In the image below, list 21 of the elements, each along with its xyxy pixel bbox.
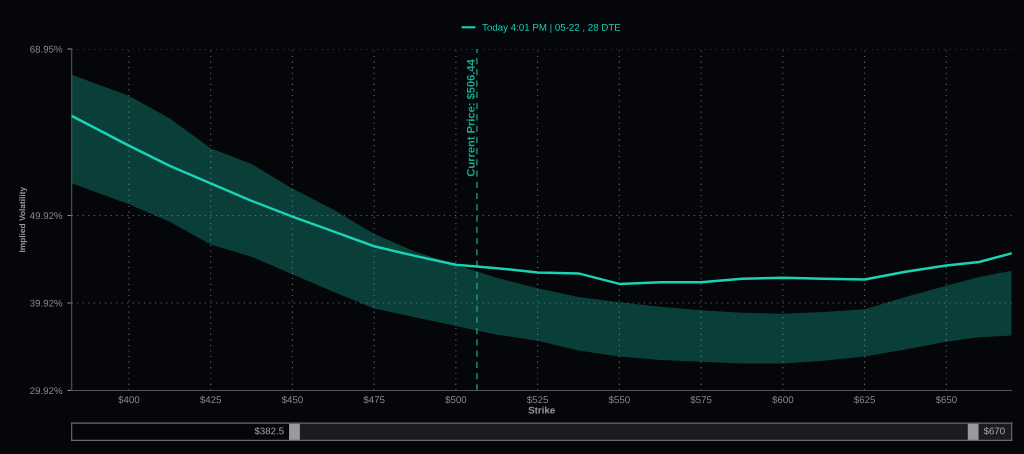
text: $382.5 bbox=[254, 427, 284, 435]
x-tick-label: $600 bbox=[772, 395, 794, 404]
x-axis-title: Strike bbox=[528, 406, 555, 414]
x-tick-label: $450 bbox=[281, 395, 303, 404]
x-tick-label: $425 bbox=[199, 395, 222, 404]
text: $670 bbox=[983, 427, 1005, 435]
y-tick-label: 39.92% bbox=[30, 299, 63, 307]
x-tick-label: $650 bbox=[935, 395, 957, 404]
x-tick-label: $550 bbox=[608, 395, 630, 404]
x-tick-label: $625 bbox=[853, 395, 875, 404]
y-tick-label: 49.92% bbox=[29, 212, 63, 220]
ref-line-label: Current Price: $506.44 bbox=[466, 59, 476, 177]
x-tick-label: $525 bbox=[526, 395, 549, 404]
x-tick-label: $475 bbox=[363, 395, 385, 404]
legend-label: Today 4:01 PM | 05-22 , 28 DTE bbox=[482, 23, 621, 33]
y-tick-label: 29.92% bbox=[30, 387, 63, 395]
y-tick-label: 68.95% bbox=[30, 45, 63, 53]
x-tick-label: $400 bbox=[118, 395, 140, 404]
y-axis-title: Implied Volatility bbox=[19, 186, 27, 252]
x-tick-label: $500 bbox=[445, 395, 467, 404]
x-tick-label: $575 bbox=[690, 395, 712, 404]
